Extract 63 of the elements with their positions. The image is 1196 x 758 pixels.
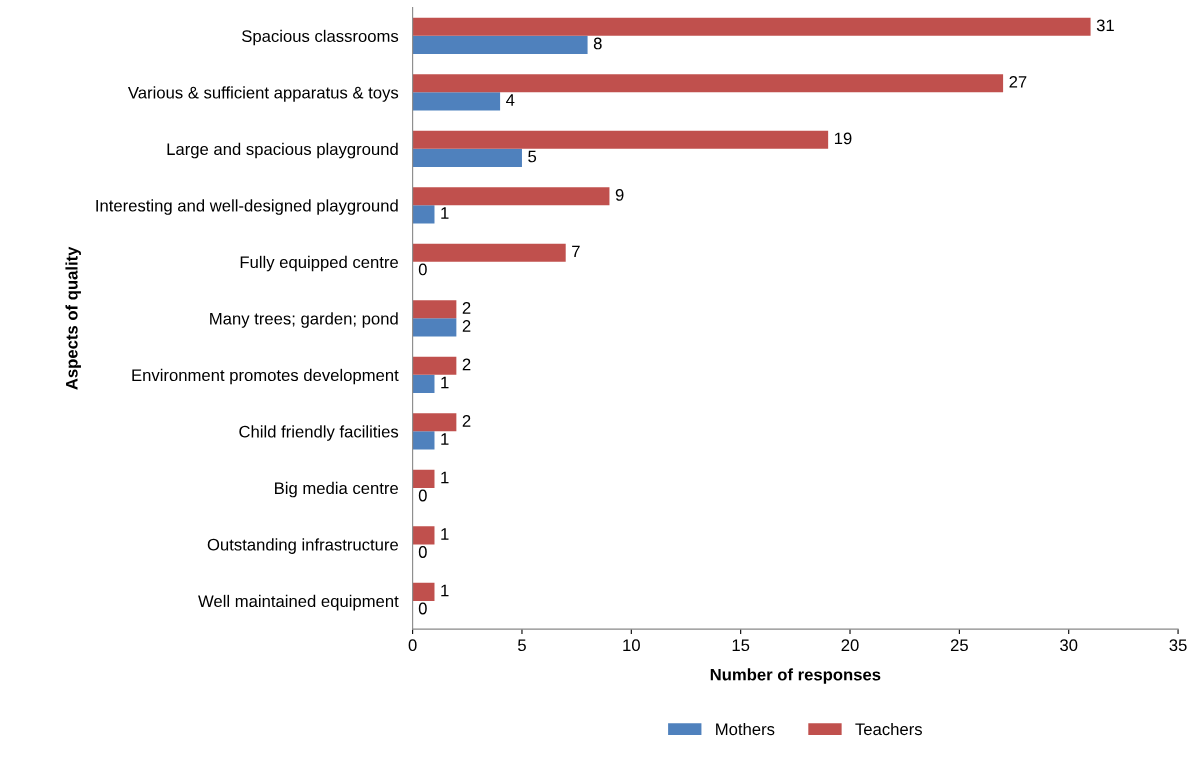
data-label: 1 bbox=[441, 376, 449, 389]
bar bbox=[412, 582, 435, 601]
bar bbox=[412, 469, 435, 488]
y-tick-label: Spacious classrooms bbox=[242, 29, 399, 46]
y-tick-label: Fully equipped centre bbox=[240, 255, 398, 272]
data-label: 1 bbox=[441, 584, 449, 597]
y-tick-label: Interesting and well-designed playground bbox=[96, 199, 398, 215]
data-label: 0 bbox=[418, 263, 427, 276]
bar bbox=[412, 148, 522, 167]
y-axis-title: Aspects of quality bbox=[65, 246, 81, 390]
y-tick-label: Many trees; garden; pond bbox=[210, 312, 398, 328]
data-label: 19 bbox=[834, 132, 852, 145]
data-label: 2 bbox=[462, 320, 471, 332]
x-tick-label: 15 bbox=[732, 639, 750, 652]
x-tick-label: 20 bbox=[841, 639, 859, 652]
bar bbox=[412, 17, 1091, 36]
legend-label: Teachers bbox=[855, 722, 922, 736]
bar bbox=[412, 187, 610, 206]
data-label: 1 bbox=[441, 433, 449, 445]
data-label: 2 bbox=[462, 301, 471, 314]
x-tick-label: 0 bbox=[408, 639, 417, 652]
data-label: 9 bbox=[615, 188, 624, 201]
bar bbox=[412, 243, 566, 262]
data-label: 7 bbox=[572, 245, 580, 258]
y-tick-label: Various & sufficient apparatus & toys bbox=[127, 86, 399, 102]
data-label: 2 bbox=[462, 415, 471, 427]
data-label: 0 bbox=[418, 489, 427, 502]
y-tick-label: Big media centre bbox=[275, 481, 398, 498]
bar bbox=[412, 356, 457, 375]
legend-label: Mothers bbox=[716, 722, 775, 736]
bar bbox=[412, 74, 1004, 93]
bar bbox=[412, 431, 435, 450]
data-label: 1 bbox=[441, 207, 449, 219]
x-tick-label: 25 bbox=[950, 639, 968, 652]
data-label: 0 bbox=[418, 546, 427, 558]
y-tick-label: Environment promotes development bbox=[132, 368, 399, 385]
y-tick-label: Child friendly facilities bbox=[239, 425, 399, 441]
x-axis-title: Number of responses bbox=[710, 668, 881, 684]
x-tick-label: 5 bbox=[518, 639, 526, 652]
data-label: 1 bbox=[441, 471, 449, 484]
bar bbox=[412, 300, 457, 319]
data-label: 0 bbox=[418, 602, 427, 615]
data-label: 2 bbox=[462, 358, 471, 371]
data-label: 31 bbox=[1096, 19, 1114, 32]
y-tick-label: Outstanding infrastructure bbox=[207, 538, 398, 554]
x-tick-label: 10 bbox=[623, 639, 640, 652]
x-tick-label: 35 bbox=[1169, 639, 1187, 652]
x-tick-label: 30 bbox=[1060, 639, 1078, 652]
y-tick-label: Well maintained equipment bbox=[198, 594, 399, 611]
bar bbox=[412, 92, 501, 111]
data-label: 8 bbox=[593, 37, 602, 50]
bar bbox=[412, 526, 435, 545]
y-tick-label: Large and spacious playground bbox=[167, 142, 398, 159]
bar bbox=[412, 205, 435, 224]
bar bbox=[412, 130, 829, 149]
bar bbox=[412, 318, 457, 337]
bar bbox=[412, 35, 588, 54]
bar bbox=[412, 413, 457, 432]
data-label: 5 bbox=[528, 150, 537, 163]
data-label: 1 bbox=[441, 528, 449, 540]
data-label: 27 bbox=[1009, 75, 1027, 88]
data-label: 4 bbox=[506, 94, 515, 106]
bar bbox=[412, 374, 435, 393]
